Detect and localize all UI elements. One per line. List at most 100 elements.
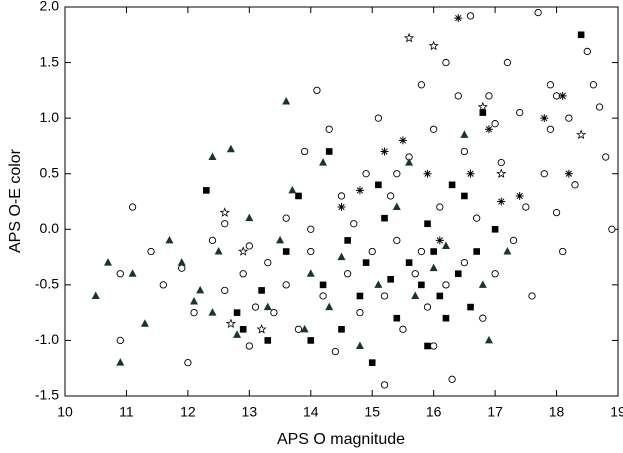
point [528,292,536,300]
point [380,381,389,389]
point [128,203,137,211]
point [91,291,100,299]
point [256,323,267,334]
point [264,258,272,267]
point [368,247,376,256]
y-tick-label: -1.5 [35,387,59,403]
point [190,308,198,317]
point [362,259,370,266]
y-tick-label: 0.0 [40,220,60,236]
point [165,235,174,244]
point [454,14,463,23]
point [424,220,431,228]
point [282,281,290,289]
x-tick-label: 11 [119,404,134,420]
point [477,101,488,112]
x-tick-label: 18 [549,404,565,420]
point [467,303,474,311]
point [546,81,555,89]
point [534,8,542,17]
point [288,185,297,194]
point [503,247,512,255]
point [509,236,518,245]
point [516,108,524,117]
point [602,153,610,161]
point [219,207,230,217]
point [387,192,395,200]
point [558,91,567,100]
point [325,148,333,155]
point [496,168,507,179]
point [393,314,401,322]
point [417,81,426,89]
y-tick-label: 1.5 [40,53,60,69]
point [331,347,340,356]
point [405,158,414,166]
point [225,318,236,329]
point [251,303,260,311]
point [300,324,309,333]
point [411,270,419,278]
point [208,152,217,161]
point [497,158,505,167]
point [337,192,346,200]
x-tick-label: 12 [180,404,196,420]
point [214,247,223,255]
point [319,281,327,289]
y-tick-label: -1.0 [35,331,59,347]
point [485,92,493,100]
point [374,280,383,288]
point [208,308,217,316]
point [515,191,524,200]
point [356,292,364,300]
point [460,147,469,156]
point [380,147,389,156]
point [159,281,167,289]
point [226,144,235,153]
point [466,12,475,20]
point [116,336,124,345]
point [429,263,438,272]
point [239,326,247,333]
point [116,270,124,278]
point [313,86,321,95]
point [393,170,401,178]
point [245,213,254,222]
point [221,286,229,295]
point [337,252,346,261]
point [307,247,315,256]
y-tick-label: -0.5 [35,276,59,292]
point [552,208,561,217]
point [576,129,587,140]
point [589,81,598,89]
point [546,125,555,133]
point [571,181,579,189]
point [343,270,352,278]
point [282,96,291,105]
point [355,186,364,195]
point [460,130,469,138]
point [374,114,383,122]
point [442,58,450,67]
point [497,197,506,206]
point [190,297,199,305]
point [430,342,438,350]
point [355,341,364,349]
point [307,225,315,233]
point [356,308,364,317]
point [338,326,345,333]
point [564,169,573,178]
point [466,169,475,178]
x-tick-label: 13 [242,404,258,420]
point [418,281,425,289]
x-tick-label: 15 [364,404,380,420]
point [595,103,604,111]
point [559,247,567,256]
y-tick-label: 2.0 [40,0,60,14]
point [423,169,432,178]
point [350,220,358,228]
point [196,285,205,294]
point [300,147,309,156]
point [522,203,530,211]
